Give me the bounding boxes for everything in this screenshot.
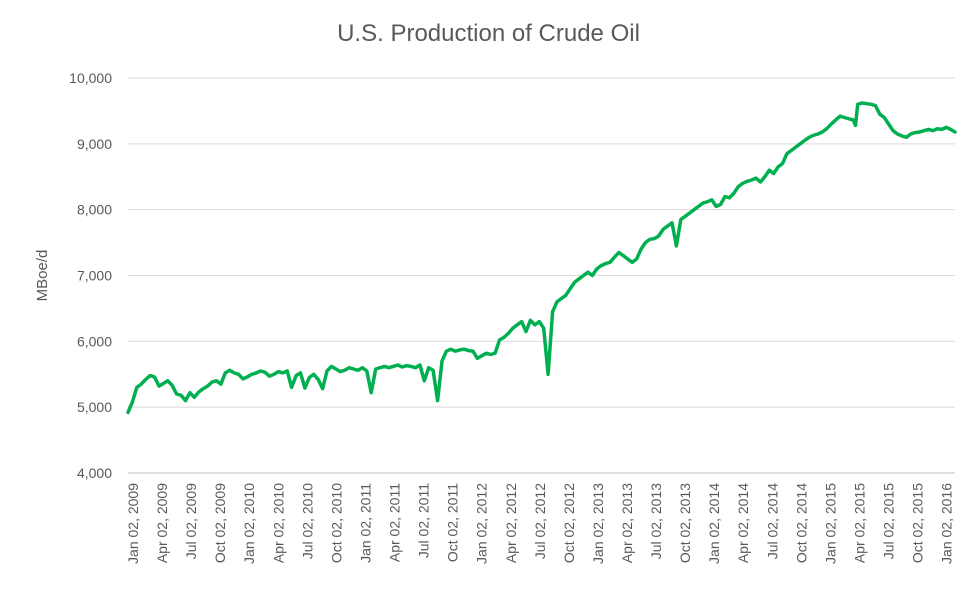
series-line (126, 101, 957, 415)
x-tick-label: Jan 02, 2012 (474, 483, 490, 564)
x-tick-label: Jul 02, 2010 (299, 483, 315, 559)
x-tick-label: Jul 02, 2012 (532, 483, 548, 559)
x-tick-label: Jan 02, 2010 (241, 483, 257, 564)
x-tick-label: Jan 02, 2009 (125, 483, 141, 564)
x-tick-label: Oct 02, 2013 (677, 483, 693, 563)
x-tick-label: Apr 02, 2010 (270, 483, 286, 563)
x-tick-label: Jan 02, 2015 (822, 483, 838, 564)
x-tick-label: Apr 02, 2013 (619, 483, 635, 563)
x-tick-label: Jul 02, 2013 (648, 483, 664, 559)
x-tick-label: Apr 02, 2015 (852, 483, 868, 563)
x-tick-label: Apr 02, 2014 (735, 483, 751, 563)
x-tick-label: Jul 02, 2015 (881, 483, 897, 559)
x-tick-label: Oct 02, 2012 (561, 483, 577, 563)
x-tick-label: Jan 02, 2016 (939, 483, 955, 564)
y-tick-label: 10,000 (69, 70, 112, 86)
x-tick-label: Apr 02, 2012 (503, 483, 519, 563)
y-tick-label: 6,000 (77, 333, 112, 349)
x-tick-label: Oct 02, 2009 (212, 483, 228, 563)
y-axis-label: MBoe/d (34, 250, 51, 302)
x-tick-label: Jul 02, 2011 (416, 483, 432, 558)
x-tick-label: Jan 02, 2013 (590, 483, 606, 564)
y-tick-label: 5,000 (77, 399, 112, 415)
x-tick-label: Jan 02, 2014 (706, 483, 722, 564)
x-tick-label: Apr 02, 2011 (387, 483, 403, 562)
x-tick-label: Oct 02, 2011 (445, 483, 461, 562)
y-tick-label: 9,000 (77, 136, 112, 152)
x-tick-label: Apr 02, 2009 (154, 483, 170, 563)
x-tick-label: Oct 02, 2010 (328, 483, 344, 563)
y-tick-label: 4,000 (77, 465, 112, 481)
x-tick-label: Jan 02, 2011 (358, 483, 374, 563)
x-tick-label: Oct 02, 2014 (793, 483, 809, 563)
chart-title: U.S. Production of Crude Oil (337, 20, 640, 47)
x-tick-label: Oct 02, 2015 (910, 483, 926, 563)
x-tick-label: Jul 02, 2009 (183, 483, 199, 559)
y-tick-label: 8,000 (77, 202, 112, 218)
x-tick-label: Jul 02, 2014 (764, 483, 780, 559)
y-tick-label: 7,000 (77, 268, 112, 284)
